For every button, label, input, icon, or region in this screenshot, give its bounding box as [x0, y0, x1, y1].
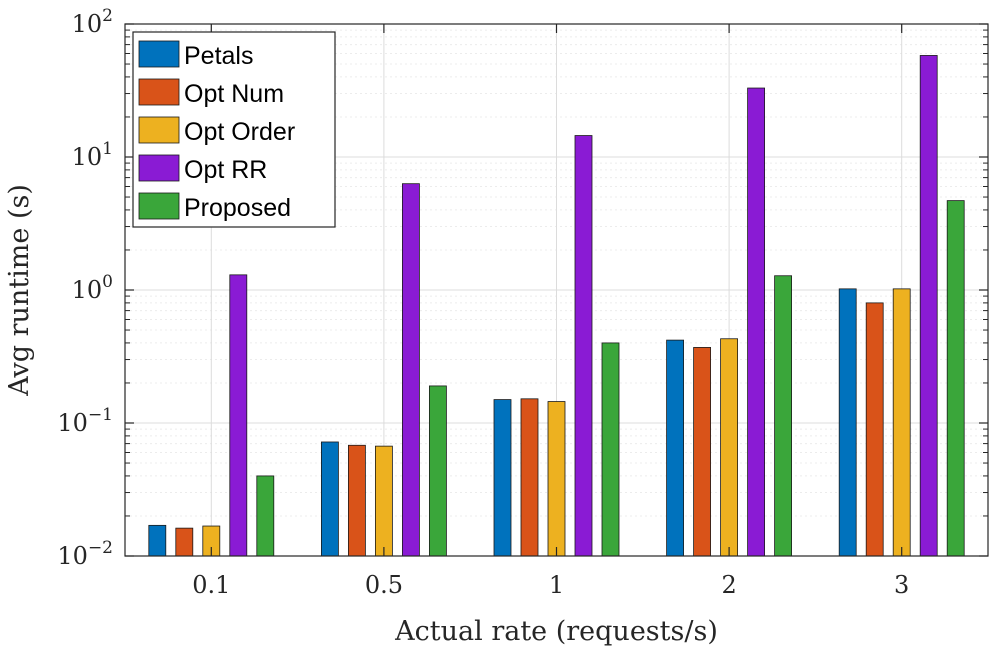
bar-opt-num-1	[520, 398, 539, 557]
y-tick-label: 102	[72, 6, 113, 38]
y-tick-exponent: 0	[102, 272, 113, 292]
legend-label: Opt RR	[184, 156, 267, 184]
bar-proposed-3	[946, 200, 965, 557]
y-tick-label: 10−2	[57, 538, 113, 570]
bar-opt-order-1	[547, 401, 566, 557]
legend-label: Opt Order	[184, 118, 295, 146]
y-tick-label: 100	[72, 272, 113, 304]
y-tick-base: 10	[57, 542, 88, 570]
x-tick-label: 0.1	[192, 571, 230, 599]
bar-petals-0_5	[320, 441, 339, 557]
y-tick-label: 10−1	[57, 405, 113, 437]
bar-opt-rr-0_1	[229, 274, 248, 557]
bar-petals-2	[666, 339, 684, 557]
bar-proposed-0_5	[428, 385, 447, 557]
bar-opt-rr-1	[574, 135, 593, 557]
legend-label: Opt Num	[184, 80, 284, 108]
x-axis-label: Actual rate (requests/s)	[394, 616, 718, 647]
bar-opt-num-2	[693, 347, 711, 557]
bar-opt-order-2	[720, 338, 738, 557]
bar-opt-rr-2	[747, 87, 765, 557]
y-tick-base: 10	[57, 409, 88, 437]
y-tick-base: 10	[72, 143, 103, 171]
legend-swatch-opt-order	[138, 116, 180, 144]
legend-label: Petals	[184, 42, 253, 70]
y-tick-exponent: −1	[88, 405, 113, 425]
bar-opt-num-0_5	[347, 444, 366, 557]
legend-label: Proposed	[184, 194, 291, 222]
legend: Petals Opt Num Opt Order Opt RR Proposed	[132, 31, 336, 228]
y-tick-base: 10	[72, 10, 103, 38]
x-tick-label: 1	[549, 571, 564, 599]
y-tick-exponent: 1	[102, 139, 113, 159]
bar-opt-num-0_1	[175, 527, 194, 557]
x-tick-label: 0.5	[365, 571, 403, 599]
y-axis-label: Avg runtime (s)	[4, 184, 35, 397]
bar-opt-order-0_5	[374, 445, 393, 557]
bar-opt-num-3	[865, 302, 884, 557]
y-tick-exponent: −2	[88, 538, 113, 558]
bar-proposed-0_1	[256, 475, 275, 557]
bar-proposed-1	[601, 342, 620, 557]
y-tick-label: 101	[72, 139, 113, 171]
bar-petals-1	[493, 399, 512, 557]
y-tick-exponent: 2	[102, 6, 113, 26]
bar-opt-rr-0_5	[401, 183, 420, 557]
legend-swatch-proposed	[138, 192, 180, 220]
x-tick-label: 3	[894, 571, 909, 599]
legend-swatch-opt-num	[138, 78, 180, 106]
bar-opt-order-3	[892, 288, 911, 557]
x-tick-label: 2	[721, 571, 736, 599]
bar-petals-3	[838, 288, 857, 557]
bar-petals-0_1	[148, 524, 167, 557]
tick-marks	[125, 23, 988, 557]
legend-swatch-petals	[138, 40, 180, 68]
y-tick-base: 10	[72, 276, 103, 304]
bar-opt-rr-3	[919, 55, 938, 557]
x-tick-labels: 0.1 0.5 1 2 3	[192, 571, 909, 599]
legend-swatch-opt-rr	[138, 154, 180, 182]
bar-proposed-2	[774, 275, 792, 557]
